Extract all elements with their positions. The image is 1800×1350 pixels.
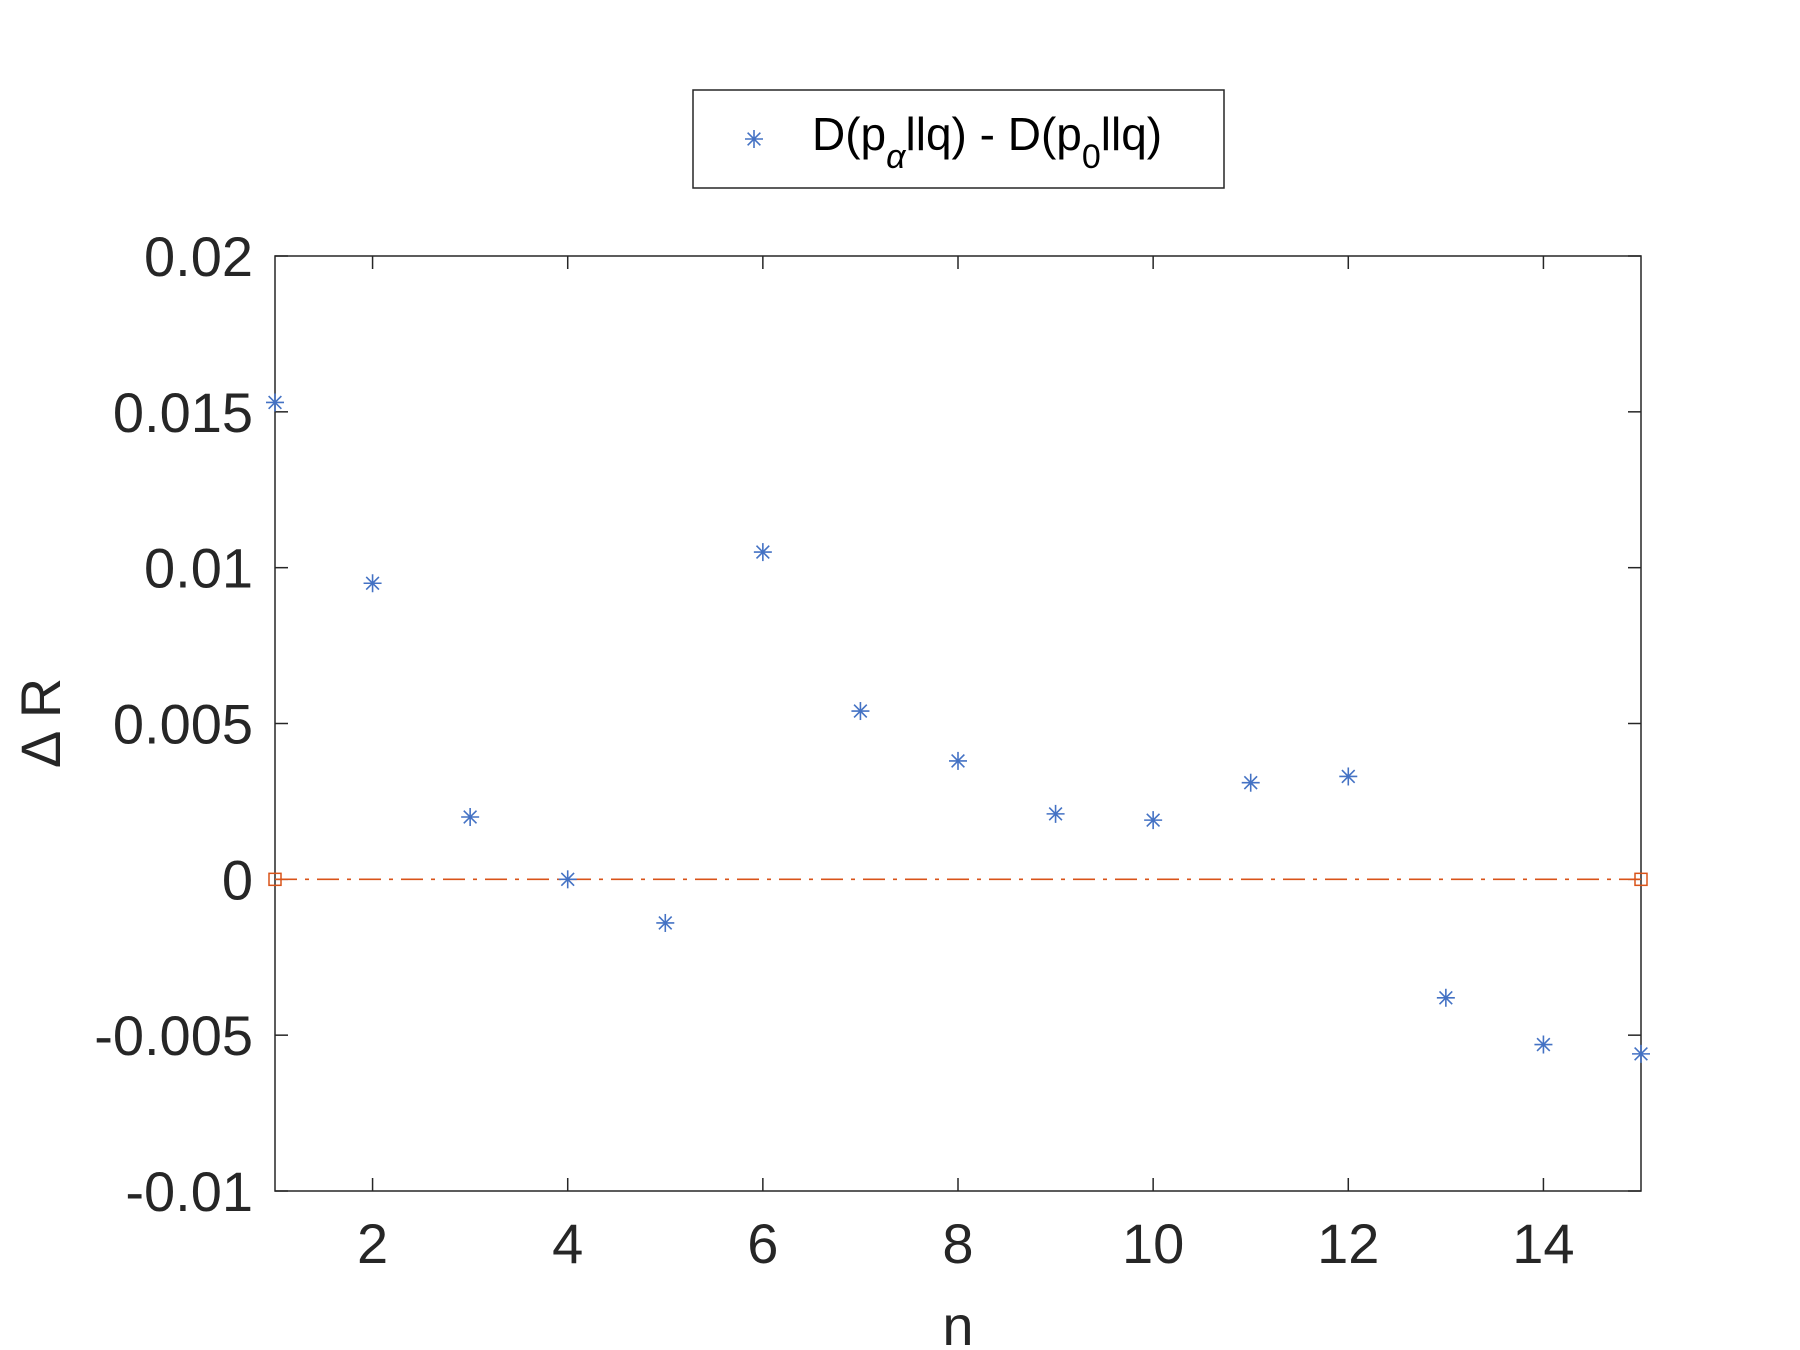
x-tick-label: 8 xyxy=(942,1212,973,1275)
data-points xyxy=(266,393,1650,1063)
data-point xyxy=(558,870,577,889)
data-point xyxy=(656,913,675,932)
plot-area xyxy=(274,255,1642,1192)
legend-box xyxy=(692,89,1225,189)
data-point xyxy=(851,702,870,721)
y-tick-labels: -0.01 -0.005 0 0.005 0.01 0.015 0.02 xyxy=(94,225,253,1223)
legend-marker-icon xyxy=(745,130,763,148)
data-point xyxy=(949,751,967,770)
x-tick-label: 6 xyxy=(747,1212,778,1275)
y-tick-label: 0.02 xyxy=(144,225,253,288)
legend-entry-label: D(pαllq) - D(p0llq) xyxy=(812,108,1162,176)
x-tick-label: 4 xyxy=(552,1212,583,1275)
x-tick-label: 10 xyxy=(1122,1212,1184,1275)
data-point xyxy=(1046,804,1065,823)
y-tick-label: 0.01 xyxy=(144,537,253,600)
y-tick-label: 0 xyxy=(222,848,253,911)
y-tick-label: 0.005 xyxy=(113,693,253,756)
y-tick-label: 0.015 xyxy=(113,381,253,444)
data-point xyxy=(1632,1044,1650,1063)
data-point xyxy=(1241,773,1260,792)
reference-marker xyxy=(268,872,282,887)
legend-asterisk-icon xyxy=(745,130,763,148)
y-tick-label: -0.01 xyxy=(125,1160,253,1223)
data-point xyxy=(1339,767,1358,786)
data-point xyxy=(461,808,480,826)
y-tick-label: -0.005 xyxy=(94,1004,253,1067)
legend: D(pαllq) - D(p0llq) xyxy=(692,89,1225,189)
data-point xyxy=(266,393,284,412)
data-point xyxy=(1534,1035,1553,1054)
x-tick-labels: 2 4 6 8 10 12 14 xyxy=(357,1212,1575,1275)
data-point xyxy=(1144,811,1163,830)
x-axis-label: n xyxy=(942,1294,973,1350)
x-tick-label: 14 xyxy=(1512,1212,1574,1275)
x-tick-label: 2 xyxy=(357,1212,388,1275)
y-axis-label: Δ R xyxy=(9,678,72,768)
data-point xyxy=(1436,988,1455,1007)
x-tick-label: 12 xyxy=(1317,1212,1379,1275)
data-point xyxy=(753,543,772,562)
reference-marker xyxy=(1634,872,1648,887)
data-point xyxy=(363,574,382,593)
